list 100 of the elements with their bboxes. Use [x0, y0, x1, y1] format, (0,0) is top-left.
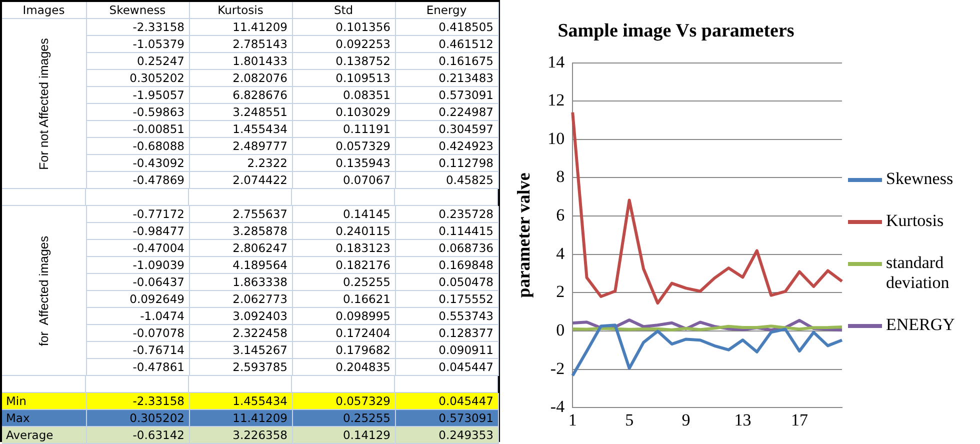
legend-label: Kurtosis: [886, 211, 945, 231]
text: 0.175552: [438, 292, 494, 306]
row-highlight: Min -2.33158 1.455434 0.057329 0.045447: [2, 393, 498, 410]
text: 0.08351: [342, 88, 390, 102]
text: -0.68088: [132, 139, 184, 153]
text: 0.135943: [336, 156, 390, 170]
text: 0.128377: [438, 326, 494, 340]
text: 0.109513: [336, 71, 390, 85]
text: 0.138752: [336, 54, 390, 68]
text: 0.304597: [438, 122, 494, 136]
text: -0.76714: [132, 343, 184, 357]
text: 2.785143: [232, 37, 288, 51]
x-tick-label: 17: [790, 410, 808, 430]
text: 0.114415: [438, 224, 494, 238]
text: 0.183123: [336, 241, 390, 255]
text: 6.828676: [232, 88, 288, 102]
text: 0.553743: [438, 309, 494, 323]
text: 0.25247: [136, 54, 184, 68]
text: 0.179682: [336, 343, 390, 357]
text: -0.47861: [132, 360, 184, 374]
text: 0.045447: [438, 360, 494, 374]
y-tick-label: 6: [556, 206, 565, 225]
text: 0.068736: [438, 241, 494, 255]
text: 0.461512: [438, 37, 494, 51]
text: 0.418505: [438, 20, 494, 34]
text: 0.305202: [130, 71, 184, 85]
text: 2.322458: [232, 326, 288, 340]
text: Std: [334, 3, 354, 17]
text: 0.11191: [342, 122, 390, 136]
text: 0.213483: [438, 71, 494, 85]
x-tick-label: 5: [625, 410, 634, 430]
text: 0.45825: [446, 173, 494, 187]
text: Energy: [426, 3, 467, 17]
text: 0.240115: [336, 224, 390, 238]
text: 2.074422: [232, 173, 288, 187]
text: for Affected images: [36, 235, 51, 346]
text: -0.43092: [132, 156, 184, 170]
y-tick-label: -2: [550, 358, 565, 378]
text: 0.092253: [336, 37, 390, 51]
legend-label: ENERGY: [886, 315, 956, 335]
text: -0.07078: [132, 326, 184, 340]
text: 0.16621: [342, 292, 390, 306]
x-tick-label: 9: [682, 410, 690, 430]
text: -0.59863: [132, 105, 184, 119]
text: 0.098995: [336, 309, 390, 323]
text: 0.14145: [342, 207, 390, 221]
text: 2.2322: [247, 156, 288, 170]
text: 0.224987: [438, 105, 494, 119]
row-highlight: Max 0.305202 11.41209 0.25255 0.573091: [2, 410, 498, 426]
text: 11.41209: [232, 20, 288, 34]
y-tick-label: 2: [556, 282, 565, 302]
text: 0.172404: [336, 326, 390, 340]
text: -1.95057: [132, 88, 184, 102]
x-tick-label: 13: [734, 410, 752, 430]
y-tick-label: -4: [550, 397, 566, 416]
text: 0.050478: [438, 275, 494, 289]
text: 0.090911: [438, 343, 494, 357]
y-tick-label: 0: [556, 320, 565, 340]
text: 0.424923: [438, 139, 494, 153]
x-tick-label: 1: [568, 410, 577, 430]
text: 2.593785: [232, 360, 288, 374]
text: -0.06437: [132, 275, 184, 289]
text: Kurtosis: [218, 3, 264, 17]
text: 3.248551: [232, 105, 288, 119]
text: 0.092649: [130, 292, 184, 306]
text: 0.25255: [342, 275, 390, 289]
text: -0.00851: [132, 122, 184, 136]
text: 1.455434: [232, 122, 288, 136]
text: 2.755637: [232, 207, 288, 221]
text: 0.235728: [438, 207, 494, 221]
text: 1.863338: [232, 275, 288, 289]
text: -0.98477: [132, 224, 184, 238]
text: Skewness: [109, 3, 166, 17]
text: 0.573091: [438, 88, 494, 102]
text: 0.103029: [336, 105, 390, 119]
text: -0.47004: [132, 241, 184, 255]
y-tick-label: 4: [556, 244, 566, 263]
text: 2.489777: [232, 139, 288, 153]
text: 0.07067: [342, 173, 390, 187]
text: For not Affected images: [36, 38, 51, 170]
y-axis-title: parameter valve: [513, 172, 534, 298]
text: 3.285878: [232, 224, 288, 238]
text: 0.112798: [438, 156, 494, 170]
y-tick-label: 10: [548, 128, 565, 148]
text: 0.057329: [336, 139, 390, 153]
text: 3.145267: [232, 343, 288, 357]
text: 4.189564: [232, 258, 288, 272]
text: 0.169848: [438, 258, 494, 272]
legend-label: standard deviation: [886, 253, 950, 293]
text: 0.101356: [336, 20, 390, 34]
text: 0.204835: [336, 360, 390, 374]
text: -1.09039: [132, 258, 184, 272]
text: 2.062773: [232, 292, 288, 306]
text: 2.806247: [232, 241, 288, 255]
text: -0.47869: [132, 173, 184, 187]
y-tick-label: 8: [556, 167, 565, 186]
legend-label: Skewness: [886, 169, 954, 189]
text: -0.77172: [132, 207, 184, 221]
text: 2.082076: [232, 71, 288, 85]
chart-title: Sample image Vs parameters: [558, 20, 794, 42]
